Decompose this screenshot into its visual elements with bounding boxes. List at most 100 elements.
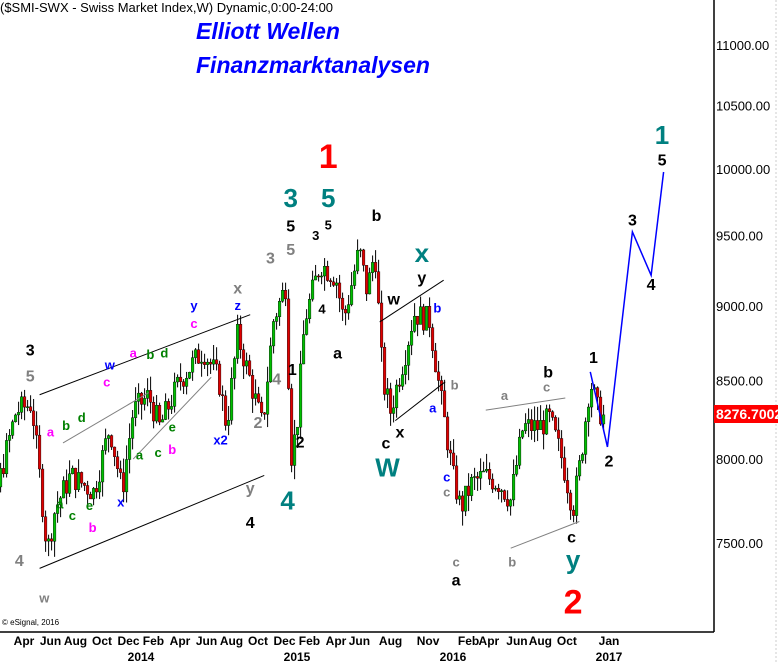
candle-body [182, 381, 186, 387]
candle-body [101, 450, 105, 483]
candle-body [56, 504, 60, 514]
wave-label: b [168, 442, 176, 457]
candle-body [290, 388, 294, 466]
wave-label: 1 [288, 362, 297, 379]
wave-label: 5 [26, 368, 35, 385]
candle-body [362, 249, 366, 266]
candle-body [296, 426, 300, 436]
wave-label: d [160, 346, 168, 361]
wave-label: c [381, 436, 390, 453]
candle-body [20, 396, 24, 413]
wave-label: w [386, 291, 400, 308]
y-tick-label: 11000.00 [716, 38, 769, 53]
wave-label: b [433, 301, 441, 316]
candle-body [317, 275, 321, 278]
candle-body [590, 388, 594, 408]
wave-label: y [246, 480, 255, 497]
candle-body [170, 406, 174, 410]
candle-body [374, 262, 378, 272]
candle-body [428, 305, 432, 328]
wave-label: W [375, 452, 400, 482]
candle-body [65, 480, 69, 494]
wave-label: 5 [658, 153, 667, 170]
wave-label: d [78, 410, 86, 425]
candle-body [242, 349, 246, 367]
candle-body [485, 469, 489, 472]
candle-body [530, 419, 534, 431]
x-tick-label: Dec [118, 634, 140, 648]
candle-body [527, 419, 531, 424]
candle-body [86, 485, 90, 495]
candle-body [41, 468, 45, 517]
candle-body [17, 412, 21, 416]
wave-label: 3 [266, 250, 275, 267]
brand-line-1: Elliott Wellen [196, 18, 340, 44]
candle-body [332, 281, 336, 286]
wave-label: a [136, 448, 144, 463]
trend-line [510, 521, 580, 549]
candle-body [380, 302, 384, 348]
x-tick-label: Feb [143, 634, 164, 648]
x-tick-label: Oct [92, 634, 112, 648]
candle-body [500, 490, 504, 492]
candle-body [125, 459, 129, 493]
candle-body [371, 262, 375, 273]
x-tick-label: Jun [196, 634, 217, 648]
candle-body [104, 438, 108, 451]
wave-label: a [56, 496, 64, 511]
candle-body [173, 381, 177, 407]
candle-body [584, 421, 588, 455]
candle-body [26, 406, 30, 408]
candle-body [164, 401, 168, 420]
candle-body [488, 469, 492, 480]
candle-body [128, 438, 132, 460]
candle-body [32, 410, 36, 426]
candle-body [302, 334, 306, 365]
candle-body [422, 306, 426, 331]
candle-body [470, 477, 474, 496]
wave-label: b [508, 555, 516, 570]
candle-body [320, 275, 324, 278]
candle-body [263, 412, 267, 415]
candle-body [233, 358, 237, 379]
wave-label: c [453, 555, 460, 570]
candle-body [278, 301, 282, 317]
candle-body [560, 438, 564, 459]
y-tick-label: 10000.00 [716, 162, 770, 177]
candle-body [80, 472, 84, 484]
year-label: 2017 [596, 650, 623, 663]
candle-body [404, 365, 408, 375]
candle-body [188, 371, 192, 379]
wave-label: 4 [318, 301, 326, 316]
candle-body [98, 481, 102, 493]
candle-body [203, 361, 207, 365]
x-tick-label: Jun [506, 634, 527, 648]
candle-body [140, 392, 144, 405]
candle-body [419, 306, 423, 325]
candle-body [287, 298, 291, 389]
candle-body [437, 371, 441, 381]
candle-body [47, 538, 51, 542]
candle-body [452, 452, 456, 467]
candle-body [74, 467, 78, 490]
wave-label: c [69, 508, 76, 523]
candle-body [158, 405, 162, 423]
wave-label: 5 [325, 217, 332, 232]
candle-body [392, 407, 396, 414]
candle-body [449, 449, 453, 454]
y-tick-label: 10500.00 [716, 99, 770, 114]
candle-body [149, 390, 153, 403]
candle-body [299, 363, 303, 428]
wave-label: 2 [296, 435, 305, 452]
candle-body [539, 420, 543, 430]
candle-body [44, 516, 48, 542]
wave-label: 3 [26, 343, 35, 360]
candle-body [218, 363, 222, 395]
candle-body [293, 434, 297, 466]
candle-body [455, 465, 459, 500]
candle-body [365, 265, 369, 295]
candle-body [38, 434, 42, 470]
candle-body [413, 315, 417, 332]
candle-body [476, 476, 480, 479]
wave-label: 1 [319, 138, 338, 176]
